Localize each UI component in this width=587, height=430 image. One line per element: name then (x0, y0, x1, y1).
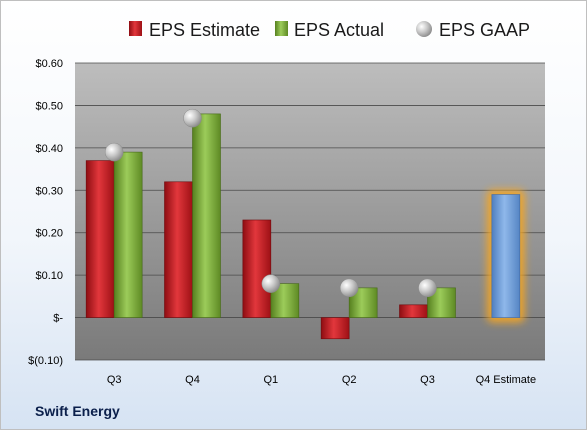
y-tick-label: $0.40 (35, 143, 63, 155)
legend-swatch-eps-gaap (416, 21, 432, 37)
x-tick-label: Q4 Estimate (476, 374, 537, 386)
bar-q4-estimate (491, 194, 521, 318)
x-tick-label: Q3 (420, 374, 435, 386)
legend-swatch-eps-estimate (129, 21, 142, 36)
y-tick-label: $- (53, 313, 63, 325)
y-tick-label: $(0.10) (28, 355, 63, 367)
marker-eps-gaap (339, 278, 359, 298)
y-tick-label: $0.30 (35, 185, 63, 197)
y-tick-label: $0.50 (35, 100, 63, 112)
legend-label-eps-estimate: EPS Estimate (149, 20, 260, 40)
bars (85, 113, 521, 340)
legend-label-eps-gaap: EPS GAAP (439, 20, 530, 40)
gridlines (75, 62, 545, 361)
chart-legend: EPS Estimate EPS Actual EPS GAAP (129, 20, 530, 40)
bar-eps-actual (113, 151, 143, 318)
x-tick-label: Q3 (107, 374, 122, 386)
marker-eps-gaap (261, 274, 281, 293)
marker-eps-gaap (183, 108, 202, 128)
y-tick-label: $0.10 (35, 270, 63, 282)
x-tick-label: Q2 (342, 374, 357, 386)
plot-area (75, 63, 545, 360)
legend-label-eps-actual: EPS Actual (294, 20, 384, 40)
y-tick-label: $0.20 (35, 228, 63, 240)
x-axis-tick-labels: Q3 Q4 Q1 Q2 Q3 Q4 Estimate (107, 374, 536, 386)
company-name: Swift Energy (35, 403, 120, 419)
bar-eps-estimate (399, 304, 428, 318)
y-tick-label: $0.60 (35, 58, 63, 70)
bar-eps-actual (192, 113, 221, 318)
legend-swatch-eps-actual (275, 21, 288, 36)
y-axis-tick-labels: $0.60 $0.50 $0.40 $0.30 $0.20 $0.10 $- $(0.10) (28, 58, 63, 367)
gaap-markers (104, 108, 437, 298)
bar-eps-estimate (164, 181, 193, 318)
bar-eps-estimate (85, 160, 115, 318)
x-tick-label: Q1 (263, 374, 278, 386)
x-tick-label: Q4 (185, 374, 200, 386)
marker-eps-gaap (418, 278, 437, 298)
marker-eps-gaap (104, 142, 124, 162)
bar-eps-estimate (320, 317, 350, 340)
bar-eps-estimate (242, 219, 272, 318)
